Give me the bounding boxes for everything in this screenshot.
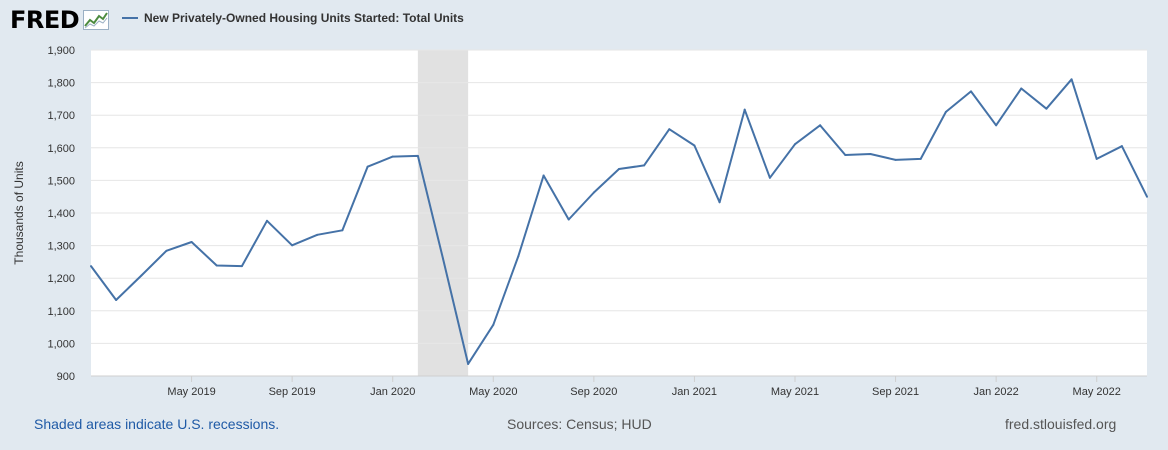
- data-point-2022-05: [1095, 157, 1098, 160]
- y-axis-label: Thousands of Units: [12, 161, 26, 264]
- data-point-2020-07: [542, 174, 545, 177]
- data-point-2020-06: [517, 255, 520, 258]
- x-tick-label-2022-01: Jan 2022: [974, 386, 1019, 398]
- data-point-2021-05: [794, 143, 796, 146]
- data-point-2019-02: [115, 299, 118, 302]
- x-tick-label-2021-09: Sep 2021: [872, 386, 919, 398]
- y-tick-label-900: 900: [57, 371, 75, 383]
- legend-swatch: [122, 17, 138, 19]
- x-tick-label-2020-05: May 2020: [469, 386, 517, 398]
- y-tick-label-1800: 1,800: [47, 78, 75, 90]
- grid-layer: [91, 49, 1147, 377]
- data-point-2020-04: [467, 362, 470, 365]
- data-point-2021-08: [869, 152, 872, 155]
- data-point-2019-08: [266, 219, 268, 222]
- data-point-2022-04: [1070, 78, 1073, 81]
- x-tick-label-2021-01: Jan 2021: [672, 386, 717, 398]
- sources-text: Sources: Census; HUD: [507, 416, 652, 432]
- data-point-2020-03: [442, 257, 444, 260]
- y-tick-label-1600: 1,600: [47, 143, 75, 155]
- data-point-2020-08: [567, 218, 570, 221]
- data-point-2021-09: [894, 158, 897, 161]
- y-tick-labels: 900 1,000 1,100 1,200 1,300 1,400 1,500 1,600 1,…: [47, 45, 75, 383]
- y-tick-label-1700: 1,700: [47, 110, 75, 122]
- fred-logo-chart-icon: [83, 10, 110, 30]
- data-point-2022-01: [995, 124, 998, 127]
- data-point-2021-06: [819, 124, 822, 127]
- data-point-2019-09: [291, 244, 294, 247]
- x-tick-label-2019-09: Sep 2019: [269, 386, 316, 398]
- data-point-2021-07: [844, 153, 847, 156]
- y-tick-label-1100: 1,100: [47, 306, 75, 318]
- fred-logo-text: FRED: [10, 6, 80, 34]
- data-point-2020-09: [592, 191, 595, 194]
- y-tick-label-1900: 1,900: [47, 45, 75, 57]
- line-chart: 900 1,000 1,100 1,200 1,300 1,400 1,500 1,600 1,…: [12, 45, 1148, 398]
- data-point-2020-10: [618, 167, 620, 170]
- data-point-2019-11: [341, 229, 344, 232]
- data-point-2022-02: [1020, 87, 1023, 90]
- data-point-2021-10: [919, 157, 922, 160]
- x-tick-labels: May 2019 Sep 2019 Jan 2020 May 2020 Sep 2020…: [167, 376, 1121, 398]
- y-tick-label-1500: 1,500: [47, 175, 75, 187]
- data-point-2020-12: [668, 128, 671, 131]
- y-tick-label-1200: 1,200: [47, 273, 75, 285]
- data-point-2019-06: [215, 264, 218, 267]
- data-point-2019-05: [190, 241, 193, 244]
- data-point-2022-03: [1045, 107, 1048, 110]
- x-tick-label-2021-05: May 2021: [771, 386, 819, 398]
- data-point-2019-07: [240, 265, 243, 268]
- y-tick-label-1000: 1,000: [47, 338, 75, 350]
- y-tick-label-1300: 1,300: [47, 241, 75, 253]
- data-point-2020-02: [416, 154, 419, 157]
- x-tick-label-2019-05: May 2019: [167, 386, 215, 398]
- data-point-2019-12: [366, 165, 369, 168]
- series-layer: [90, 78, 1148, 365]
- data-point-2021-12: [970, 90, 972, 93]
- y-tick-label-1400: 1,400: [47, 208, 75, 220]
- data-point-2021-02: [718, 201, 721, 204]
- x-tick-label-2020-09: Sep 2020: [570, 386, 617, 398]
- data-point-2022-06: [1120, 145, 1123, 148]
- data-point-2022-07: [1146, 195, 1148, 198]
- site-link[interactable]: fred.stlouisfed.org: [1005, 416, 1117, 432]
- data-point-2021-11: [944, 110, 947, 113]
- data-point-2021-04: [768, 176, 771, 179]
- recession-note: Shaded areas indicate U.S. recessions.: [34, 416, 280, 432]
- data-point-2020-11: [643, 164, 646, 167]
- data-point-2021-03: [743, 108, 746, 111]
- data-point-2019-03: [140, 274, 143, 277]
- data-point-2019-04: [165, 249, 168, 252]
- legend-label: New Privately-Owned Housing Units Starte…: [144, 11, 464, 25]
- x-tick-label-2020-01: Jan 2020: [370, 386, 415, 398]
- data-point-2019-10: [316, 233, 319, 236]
- fred-logo[interactable]: FRED: [10, 6, 110, 34]
- data-point-2019-01: [90, 265, 92, 268]
- data-point-2020-01: [391, 155, 394, 158]
- x-tick-label-2022-05: May 2022: [1073, 386, 1121, 398]
- data-point-2021-01: [693, 144, 696, 147]
- data-point-2020-05: [492, 323, 495, 326]
- chart-legend: New Privately-Owned Housing Units Starte…: [122, 11, 464, 25]
